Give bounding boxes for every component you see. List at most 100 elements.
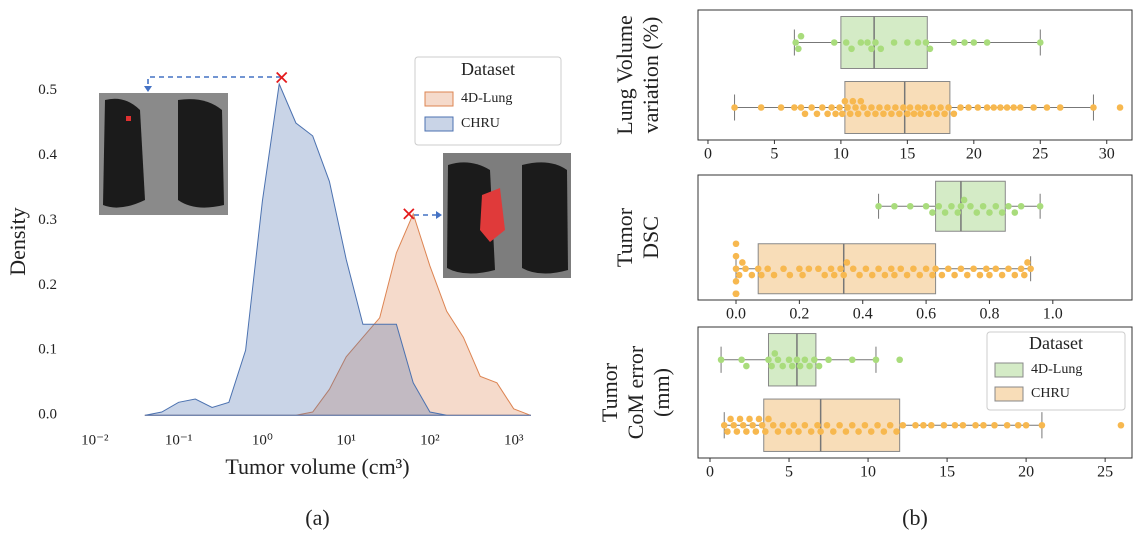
swarm-point <box>892 104 899 111</box>
swarm-point <box>965 104 972 111</box>
y-axis-label: Density <box>5 207 30 275</box>
swarm-point <box>864 39 871 46</box>
swarm-point <box>796 265 803 273</box>
swarm-point <box>717 356 725 364</box>
y-axis-label: Tumor <box>612 207 637 267</box>
swarm-point <box>815 362 823 370</box>
swarm-point <box>933 110 940 118</box>
x-tick-label: 20 <box>1018 464 1034 481</box>
swarm-point <box>796 362 804 370</box>
swarm-point <box>832 110 839 118</box>
swarm-point <box>848 356 856 364</box>
x-tick-label: 10³ <box>504 432 524 448</box>
swarm-point <box>881 271 889 279</box>
swarm-point <box>840 271 848 279</box>
x-tick-label: 0 <box>704 146 712 163</box>
swarm-point <box>972 421 979 429</box>
swarm-point <box>1090 104 1097 111</box>
swarm-point <box>1005 265 1012 273</box>
swarm-point <box>914 104 922 111</box>
swarm-point <box>940 421 948 429</box>
swarm-point <box>774 428 782 435</box>
swarm-point <box>801 421 809 429</box>
swarm-point <box>742 265 749 273</box>
swarm-point <box>1116 104 1124 111</box>
swarm-point <box>897 265 905 273</box>
swarm-point <box>906 202 914 210</box>
y-axis-label: DSC <box>638 216 663 259</box>
swarm-point <box>817 428 824 435</box>
swarm-point <box>1003 104 1011 111</box>
y-tick-label: 0.5 <box>38 82 57 98</box>
swarm-point <box>876 104 883 111</box>
swarm-point <box>1003 421 1011 429</box>
swarm-point <box>910 110 918 118</box>
swarm-point <box>811 356 818 364</box>
x-tick-label: 0.4 <box>853 306 873 323</box>
legend-label: CHRU <box>461 116 500 131</box>
swarm-point <box>884 104 891 111</box>
swarm-point <box>900 104 907 111</box>
swarm-point <box>732 240 740 248</box>
swarm-point <box>926 45 934 53</box>
swarm-point <box>875 265 882 273</box>
ct-inset-left <box>99 93 228 215</box>
swarm-point <box>862 265 870 273</box>
swarm-point <box>875 202 882 210</box>
swarm-point <box>762 428 769 435</box>
swarm-point <box>992 265 1000 273</box>
y-tick-label: 0.1 <box>38 342 57 358</box>
swarm-point <box>752 428 760 435</box>
swarm-point <box>970 39 978 46</box>
swarm-point <box>990 104 998 111</box>
swarm-point <box>797 32 805 40</box>
swarm-point <box>920 421 927 429</box>
swarm-point <box>868 104 875 111</box>
swarm-point <box>821 271 829 279</box>
swarm-point <box>806 362 813 370</box>
swarm-point <box>980 421 987 429</box>
swarm-point <box>795 45 802 53</box>
swarm-point <box>1005 202 1012 210</box>
x-tick-label: 30 <box>1099 146 1115 163</box>
legend-label: 4D-Lung <box>461 91 512 106</box>
swarm-point <box>998 209 1006 216</box>
legend-swatch <box>994 386 1024 402</box>
swarm-point <box>1017 202 1025 210</box>
swarm-point <box>992 202 1000 210</box>
y-axis-label: Tumor <box>597 362 622 422</box>
plot-frame <box>697 174 1133 301</box>
swarm-point <box>848 421 856 429</box>
swarm-point <box>808 104 815 111</box>
swarm-point <box>983 104 991 111</box>
swarm-point <box>1020 271 1028 279</box>
swarm-point <box>886 421 894 429</box>
swarm-point <box>757 104 765 111</box>
swarm-point <box>842 39 850 46</box>
swarm-point <box>941 110 948 118</box>
swarm-point <box>765 415 772 423</box>
swarm-point <box>846 110 854 118</box>
swarm-point <box>739 421 747 429</box>
x-tick-label: 25 <box>1032 146 1048 163</box>
x-tick-label: 0.6 <box>916 306 936 323</box>
swarm-point <box>849 97 857 105</box>
swarm-point <box>829 428 837 435</box>
swarm-point <box>825 356 832 364</box>
box <box>840 16 928 69</box>
swarm-point <box>849 265 857 273</box>
swarm-point <box>813 110 821 118</box>
swarm-point <box>874 421 881 429</box>
caption: (a) <box>305 505 329 530</box>
swarm-point <box>837 265 844 273</box>
swarm-point <box>925 110 932 118</box>
swarm-point <box>991 421 998 429</box>
swarm-point <box>893 428 900 435</box>
swarm-point <box>799 271 806 279</box>
swarm-point <box>961 39 968 46</box>
swarm-point <box>727 415 734 423</box>
swarm-point <box>801 110 809 118</box>
swarm-point <box>960 196 968 204</box>
swarm-point <box>887 265 895 273</box>
y-axis-label: variation (%) <box>638 17 663 134</box>
